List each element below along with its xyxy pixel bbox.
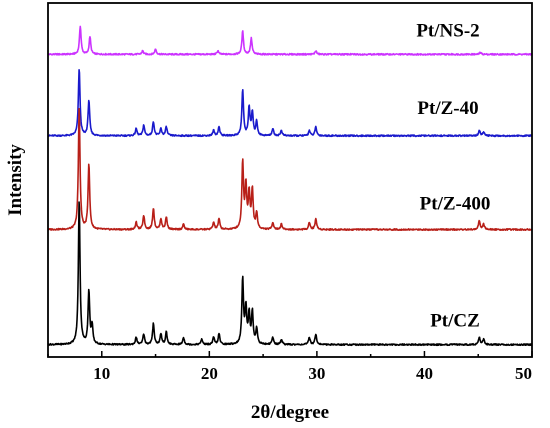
series-label-pt-z-40: Pt/Z-40 xyxy=(417,98,478,119)
series-line-pt-ns-2 xyxy=(47,25,533,56)
y-axis-label: Intensity xyxy=(5,144,26,216)
x-tick-label: 40 xyxy=(416,364,433,383)
series-line-pt-z-400 xyxy=(47,107,533,232)
tick-layer: 10 20 30 40 50 xyxy=(47,351,533,383)
series-label-pt-ns-2: Pt/NS-2 xyxy=(416,20,479,41)
x-tick-label: 10 xyxy=(93,364,110,383)
plot-frame xyxy=(47,2,533,358)
x-tick-label: 50 xyxy=(515,364,532,383)
series-line-pt-cz xyxy=(47,201,533,347)
series-layer xyxy=(47,25,533,347)
x-tick-label: 20 xyxy=(201,364,218,383)
series-label-pt-z-400: Pt/Z-400 xyxy=(420,194,491,215)
series-label-pt-cz: Pt/CZ xyxy=(430,311,480,332)
annotation-layer: Pt/NS-2 Pt/Z-40 Pt/Z-400 Pt/CZ xyxy=(416,20,490,331)
x-tick-label: 30 xyxy=(308,364,325,383)
series-line-pt-z-40 xyxy=(47,69,533,138)
x-axis-label: 2θ/degree xyxy=(251,402,329,423)
